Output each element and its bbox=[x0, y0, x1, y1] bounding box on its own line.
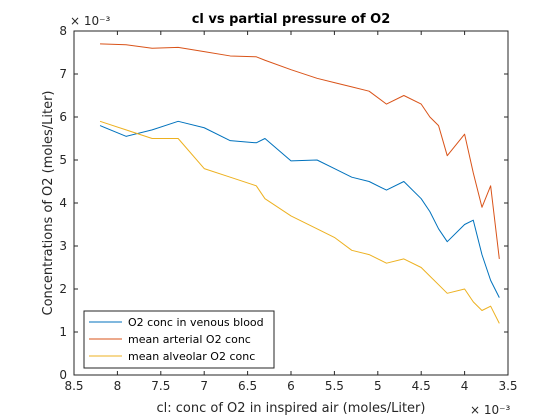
x-tick-label: 5 bbox=[374, 379, 382, 393]
x-tick-label: 4 bbox=[461, 379, 469, 393]
y-axis-exponent: × 10⁻³ bbox=[70, 14, 110, 28]
x-tick-label: 3.5 bbox=[498, 379, 517, 393]
series-layer bbox=[99, 43, 500, 324]
y-tick-label: 1 bbox=[59, 325, 67, 339]
y-tick-label: 0 bbox=[59, 368, 67, 382]
y-tick-label: 8 bbox=[59, 24, 67, 38]
x-tick-label: 7 bbox=[200, 379, 208, 393]
x-axis-label: cl: conc of O2 in inspired air (moles/Li… bbox=[157, 401, 426, 416]
y-axis-label: Concentrations of O2 (moles/Liter) bbox=[41, 91, 56, 316]
x-tick-label: 5.5 bbox=[325, 379, 344, 393]
y-tick-label: 5 bbox=[59, 153, 67, 167]
legend-label-1: O2 conc in venous blood bbox=[128, 316, 264, 329]
x-tick-label: 8 bbox=[114, 379, 122, 393]
axes-layer: 8.5 8 7.5 7 6.5 6 5.5 5 4.5 4 3.5 0 1 2 3 4 5 6 7 8 bbox=[59, 24, 517, 393]
legend-label-3: mean alveolar O2 conc bbox=[128, 350, 255, 363]
y-tick-label: 7 bbox=[59, 67, 67, 81]
x-tick-label: 6.5 bbox=[238, 379, 257, 393]
y-tick-label: 2 bbox=[59, 282, 67, 296]
series-line-1 bbox=[99, 120, 500, 298]
y-tick-label: 6 bbox=[59, 110, 67, 124]
x-tick-label: 7.5 bbox=[151, 379, 170, 393]
x-tick-label: 4.5 bbox=[412, 379, 431, 393]
series-line-2 bbox=[100, 43, 500, 259]
x-tick-label: 6 bbox=[287, 379, 295, 393]
legend-label-2: mean arterial O2 conc bbox=[128, 333, 251, 346]
y-tick-label: 3 bbox=[59, 239, 67, 253]
chart-title: cl vs partial pressure of O2 bbox=[192, 12, 391, 27]
x-tick-label: 8.5 bbox=[64, 379, 83, 393]
legend: O2 conc in venous blood mean arterial O2 … bbox=[83, 310, 275, 369]
series-line-3 bbox=[99, 120, 500, 324]
x-axis-exponent: × 10⁻³ bbox=[470, 403, 510, 417]
y-tick-label: 4 bbox=[59, 196, 67, 210]
